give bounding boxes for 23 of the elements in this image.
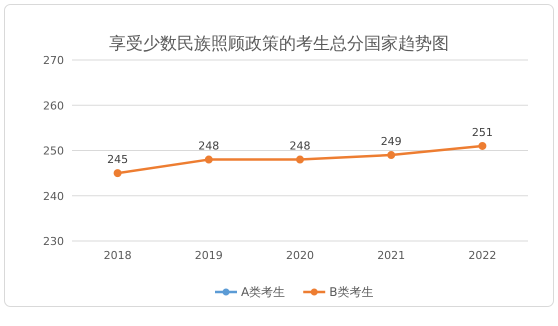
- y-tick-label: 230: [43, 235, 64, 248]
- x-tick-label: 2022: [468, 249, 496, 262]
- y-tick-label: 270: [43, 54, 64, 67]
- data-label: 245: [107, 153, 128, 166]
- point: [387, 151, 396, 160]
- point: [204, 156, 213, 164]
- data-label: 248: [198, 140, 220, 153]
- x-tick-label: 2019: [194, 249, 223, 262]
- y-tick-label: 250: [43, 144, 64, 158]
- legend-label: B类考生: [329, 285, 374, 299]
- y-tick-label: 240: [43, 190, 64, 203]
- y-tick-label: 260: [43, 99, 64, 112]
- x-tick-label: 2021: [377, 249, 406, 262]
- data-label: 249: [380, 135, 402, 148]
- point: [296, 156, 304, 164]
- x-tick-label: 2020: [286, 249, 314, 262]
- point: [114, 169, 122, 178]
- data-label: 248: [290, 140, 310, 153]
- point: [478, 142, 486, 150]
- x-tick-label: 2018: [104, 249, 132, 262]
- legend-label: A类考生: [241, 285, 286, 299]
- data-label: 251: [472, 126, 493, 139]
- chart-title: 享受少数民族照顾政策的考生总分国家趋势图: [109, 34, 449, 54]
